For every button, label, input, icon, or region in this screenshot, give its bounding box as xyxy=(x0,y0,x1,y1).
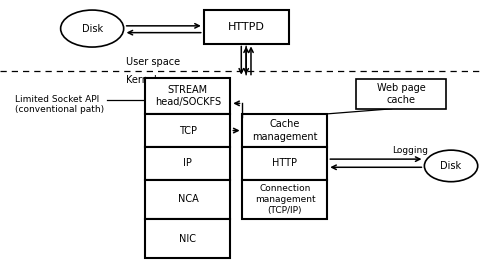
Text: HTTPD: HTTPD xyxy=(227,21,264,32)
Text: STREAM
head/SOCKFS: STREAM head/SOCKFS xyxy=(154,85,221,107)
FancyBboxPatch shape xyxy=(145,147,230,180)
Text: Kernel: Kernel xyxy=(126,75,156,85)
Text: Connection
management
(TCP/IP): Connection management (TCP/IP) xyxy=(254,184,315,215)
FancyBboxPatch shape xyxy=(242,147,327,180)
Text: Limited Socket API
(conventional path): Limited Socket API (conventional path) xyxy=(15,95,104,115)
Ellipse shape xyxy=(60,10,123,47)
FancyBboxPatch shape xyxy=(242,114,327,147)
FancyBboxPatch shape xyxy=(145,114,230,147)
FancyBboxPatch shape xyxy=(242,180,327,219)
Text: NCA: NCA xyxy=(177,194,198,204)
FancyBboxPatch shape xyxy=(356,79,445,109)
FancyBboxPatch shape xyxy=(203,10,288,44)
Text: Web page
cache: Web page cache xyxy=(376,83,425,105)
FancyBboxPatch shape xyxy=(145,78,230,114)
Text: Disk: Disk xyxy=(81,24,103,33)
Text: IP: IP xyxy=(183,158,192,168)
Ellipse shape xyxy=(424,150,477,182)
Text: User space: User space xyxy=(126,57,180,67)
Text: NIC: NIC xyxy=(179,234,196,244)
Text: Disk: Disk xyxy=(439,161,461,171)
Text: HTTP: HTTP xyxy=(272,158,297,168)
Text: Cache
management: Cache management xyxy=(252,119,317,142)
FancyBboxPatch shape xyxy=(145,180,230,219)
Text: Logging: Logging xyxy=(391,146,427,155)
Text: TCP: TCP xyxy=(179,126,197,135)
FancyBboxPatch shape xyxy=(145,219,230,258)
